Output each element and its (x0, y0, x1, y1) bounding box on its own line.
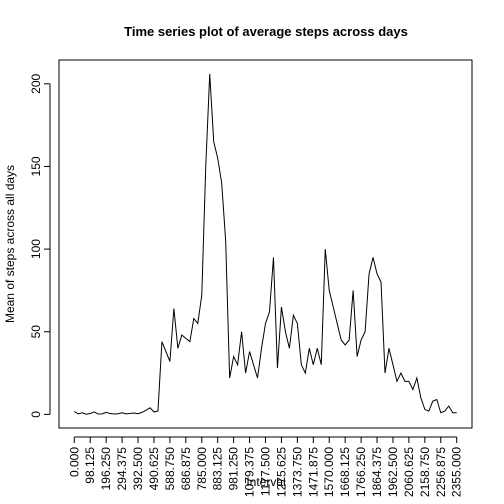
plot-frame (58, 59, 473, 429)
x-tick-label: 588.750 (163, 447, 177, 491)
x-axis-label: Interval (246, 475, 285, 489)
x-tick-label: 1570.000 (322, 447, 336, 497)
x-tick-label: 0.000 (67, 447, 81, 477)
x-tick-label: 1668.125 (338, 447, 352, 497)
x-tick-label: 1079.375 (243, 447, 257, 497)
x-tick-label: 2355.000 (450, 447, 464, 497)
x-tick-label: 490.625 (147, 447, 161, 491)
x-tick-label: 294.375 (115, 447, 129, 491)
x-tick-label: 196.250 (99, 447, 113, 491)
x-tick-label: 98.125 (83, 447, 97, 484)
x-tick-label: 1962.500 (386, 447, 400, 497)
x-tick-label: 2060.625 (402, 447, 416, 497)
y-tick-label: 150 (29, 156, 43, 176)
x-tick-label: 1177.500 (259, 447, 273, 496)
chart-title: Time series plot of average steps across… (124, 24, 408, 39)
y-tick-label: 200 (29, 73, 43, 93)
x-tick-label: 785.000 (195, 447, 209, 491)
x-tick-label: 1471.875 (306, 447, 320, 497)
x-tick-label: 2256.875 (434, 447, 448, 497)
x-tick-label: 1766.250 (354, 447, 368, 497)
y-tick-label: 100 (29, 239, 43, 259)
data-line (74, 73, 457, 415)
x-tick-label: 1275.625 (274, 447, 288, 497)
x-tick-label: 392.500 (131, 447, 145, 491)
x-tick-label: 1373.750 (290, 447, 304, 497)
y-tick-label: 0 (29, 411, 43, 418)
y-tick-label: 50 (29, 325, 43, 339)
x-tick-label: 883.125 (211, 447, 225, 491)
x-tick-label: 686.875 (179, 447, 193, 491)
y-axis-label: Mean of steps across all days (3, 165, 17, 323)
x-tick-label: 2158.750 (418, 447, 432, 497)
x-tick-label: 981.250 (227, 447, 241, 491)
x-tick-label: 1864.375 (370, 447, 384, 497)
